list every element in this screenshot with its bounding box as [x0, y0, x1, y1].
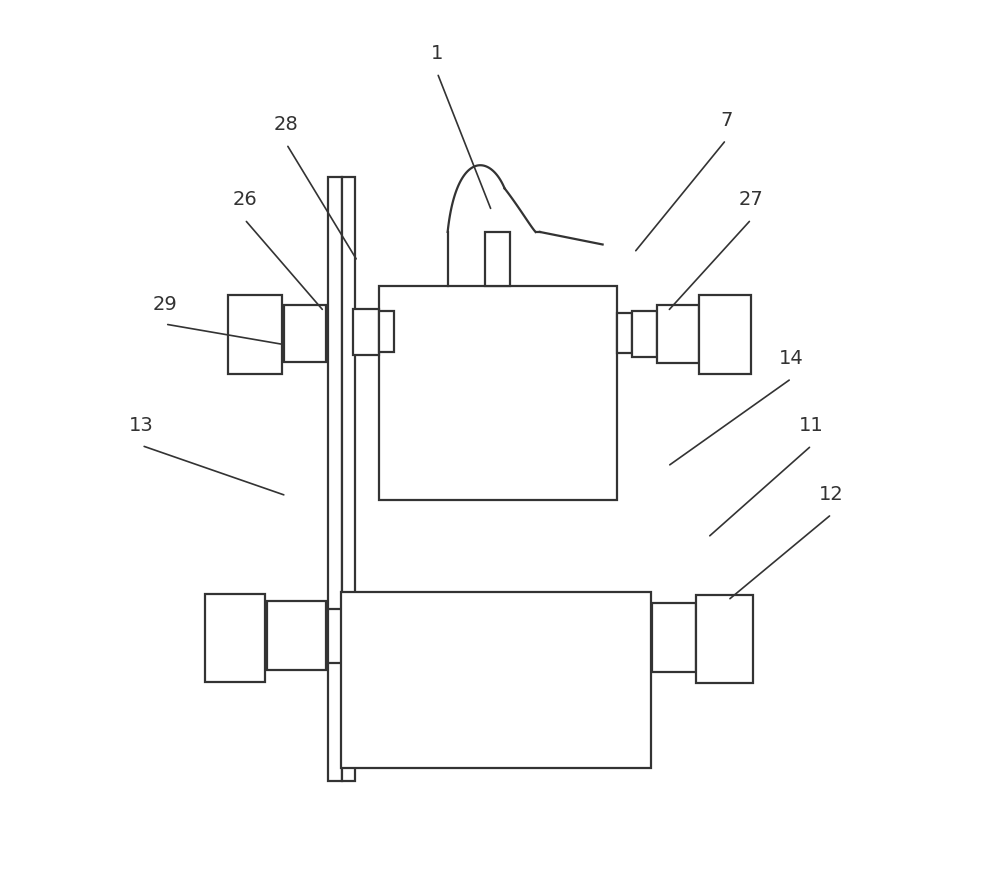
Bar: [611, 613, 627, 659]
Bar: [699, 295, 751, 374]
Text: 29: 29: [153, 295, 177, 314]
Bar: [379, 312, 394, 352]
Bar: [657, 305, 699, 364]
Bar: [627, 609, 652, 663]
Bar: [485, 232, 510, 286]
Bar: [617, 313, 632, 354]
Text: 1: 1: [431, 44, 443, 62]
Text: 26: 26: [232, 191, 257, 209]
Text: 12: 12: [819, 485, 844, 504]
Text: 11: 11: [799, 416, 824, 436]
Text: 13: 13: [129, 416, 154, 436]
Text: 14: 14: [779, 349, 804, 369]
Text: 7: 7: [720, 110, 732, 130]
Bar: [228, 295, 282, 374]
Bar: [342, 177, 355, 781]
Text: 28: 28: [274, 115, 299, 134]
Bar: [379, 286, 617, 500]
Bar: [355, 613, 370, 659]
Bar: [284, 305, 326, 362]
Bar: [652, 603, 696, 672]
Bar: [696, 595, 753, 683]
Bar: [205, 593, 265, 682]
Bar: [267, 601, 326, 670]
Bar: [341, 592, 651, 768]
Bar: [632, 311, 657, 356]
Text: 27: 27: [739, 191, 764, 209]
Bar: [353, 309, 379, 355]
Bar: [328, 609, 353, 663]
Bar: [328, 177, 342, 781]
